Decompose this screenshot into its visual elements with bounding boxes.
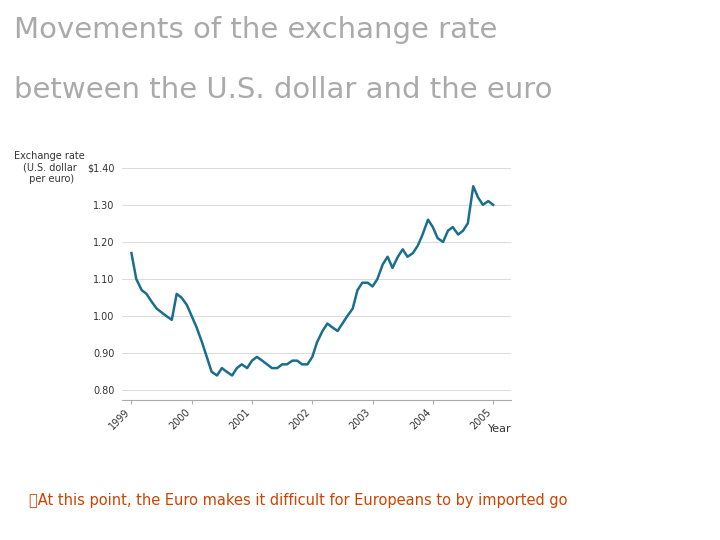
Text: Exchange rate
(U.S. dollar
 per euro): Exchange rate (U.S. dollar per euro)	[14, 151, 85, 184]
Text: ⎙At this point, the Euro makes it difficult for Europeans to by imported go: ⎙At this point, the Euro makes it diffic…	[29, 492, 567, 508]
Text: Year: Year	[487, 424, 511, 434]
Text: Movements of the exchange rate: Movements of the exchange rate	[14, 16, 498, 44]
Text: between the U.S. dollar and the euro: between the U.S. dollar and the euro	[14, 76, 553, 104]
